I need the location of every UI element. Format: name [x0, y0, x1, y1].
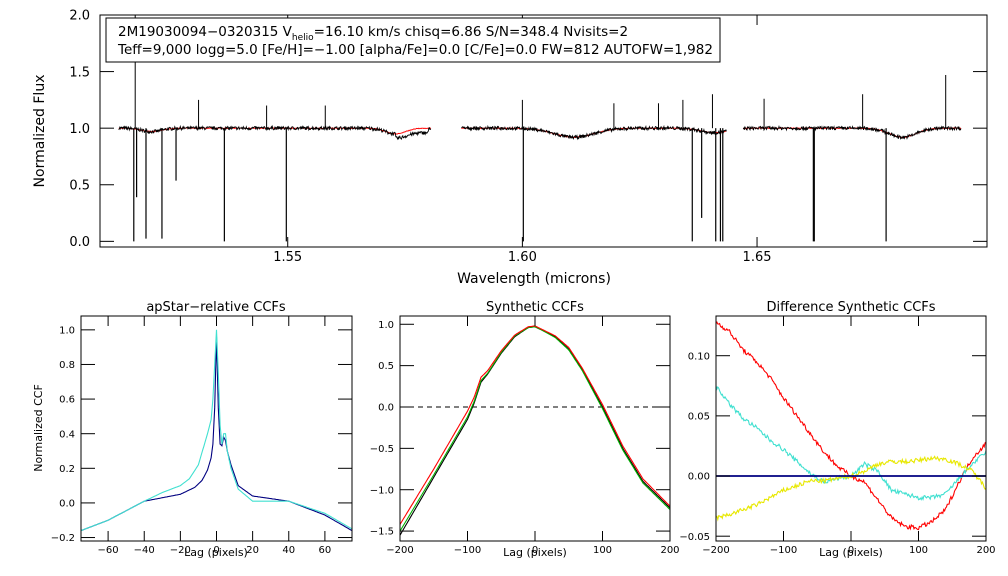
annotation-line1-prefix: 2M19030094−0320315 V — [118, 24, 293, 40]
synthetic_ccf-series-green — [399, 326, 671, 532]
spectrum-ytick-label-2: 1.0 — [69, 122, 90, 137]
difference-ccf-curves — [715, 321, 987, 531]
spectrum-ylabel: Normalized Flux — [32, 75, 48, 188]
spectrum-ytick-label-0: 0.0 — [69, 235, 90, 250]
difference_ccf-ytick-label-1: 0.00 — [688, 472, 710, 483]
difference_ccf-ytick-label-3: 0.10 — [688, 351, 710, 362]
apstar_ccf-xtick-label-5: 40 — [282, 545, 295, 556]
spectrum-xtick-label-2: 1.65 — [743, 250, 772, 265]
apstar_ccf-series-navy — [80, 336, 353, 532]
spectrum-plot-frame — [99, 14, 988, 248]
synthetic_ccf-series-black — [399, 326, 671, 536]
spectrum-ytick-label-3: 1.5 — [69, 65, 90, 80]
apstar_ccf-xtick-label-0: −60 — [98, 545, 119, 556]
synthetic_ccf-xtick-label-0: −200 — [386, 545, 413, 556]
synthetic_ccf-xtick-label-4: 200 — [660, 545, 679, 556]
synthetic_ccf-ytick-label-1: −1.0 — [370, 485, 394, 496]
synthetic-ccf-plot-frame — [399, 315, 671, 542]
difference_ccf-ytick-label-0: −0.05 — [679, 532, 710, 543]
spectrum-ytick-label-1: 0.5 — [69, 178, 90, 193]
spectrum-annotation-line2: Teff=9,000 logg=5.0 [Fe/H]=−1.00 [alpha/… — [117, 42, 713, 58]
synthetic_ccf-ytick-label-3: 0.0 — [378, 403, 394, 414]
synthetic_ccf-ytick-label-4: 0.5 — [378, 361, 394, 372]
spectrum-ticks: 1.55 1.60 1.65 0.0 0.5 1.0 1.5 2.0 — [69, 9, 987, 265]
spectrum-annotation-line1: 2M19030094−0320315 Vhelio=16.10 km/s chi… — [118, 24, 628, 43]
difference-ccf-title: Difference Synthetic CCFs — [766, 300, 935, 315]
annotation-line1-suffix: =16.10 km/s chisq=6.86 S/N=348.4 Nvisits… — [314, 24, 628, 40]
synthetic_ccf-series-red — [399, 325, 671, 525]
apstar_ccf-xtick-label-3: 0 — [213, 545, 219, 556]
difference_ccf-ytick-label-2: 0.05 — [688, 411, 710, 422]
synthetic_ccf-ytick-label-2: −0.5 — [370, 444, 394, 455]
annotation-line1-subscript: helio — [292, 33, 314, 43]
synthetic-ccf-xlabel: Lag (pixels) — [503, 546, 567, 559]
spectrum-observed-segment-1 — [461, 124, 727, 141]
apstar_ccf-xtick-label-1: −40 — [134, 545, 155, 556]
apstar-ccf-panel: apStar−relative CCFs −60 −40 −20 0 20 40 60 −0.… — [32, 300, 353, 559]
apstar_ccf-ytick-label-2: 0.2 — [59, 464, 75, 475]
apstar-ccf-ticks: −60 −40 −20 0 20 40 60 −0.2 0.0 0.2 0.4 0.6 0.8 1.0 — [51, 316, 352, 556]
synthetic-ccf-ticks: −200 −100 0 100 200 −1.5 −1.0 −0.5 0.0 0.5 1.0 — [370, 316, 680, 556]
spectrum-annotation-box — [105, 17, 721, 63]
apstar-ccf-title: apStar−relative CCFs — [146, 300, 286, 315]
spectrum-observed-segment-0 — [118, 124, 432, 141]
synthetic_ccf-ytick-label-5: 1.0 — [378, 320, 394, 331]
synthetic_ccf-ytick-label-0: −1.5 — [370, 527, 394, 538]
apstar-ccf-ylabel: Normalized CCF — [32, 384, 45, 472]
difference-ccf-panel: Difference Synthetic CCFs −200 −100 0 100 20… — [679, 300, 995, 559]
spectrum-xlabel: Wavelength (microns) — [457, 271, 611, 287]
apstar_ccf-xtick-label-4: 20 — [246, 545, 259, 556]
spectrum-xtick-label-1: 1.60 — [508, 250, 537, 265]
difference_ccf-xtick-label-2: 0 — [848, 545, 854, 556]
apstar_ccf-series-cyan — [80, 329, 353, 532]
spectrum-xtick-label-0: 1.55 — [273, 250, 302, 265]
difference-ccf-xlabel: Lag (pixels) — [819, 546, 883, 559]
synthetic-ccf-title: Synthetic CCFs — [486, 300, 584, 315]
synthetic-ccf-panel: Synthetic CCFs −200 −100 0 100 200 −1.5 −1.0 −0… — [370, 300, 680, 559]
apstar_ccf-xtick-label-6: 60 — [319, 545, 332, 556]
apstar_ccf-xtick-label-2: −20 — [170, 545, 191, 556]
difference_ccf-xtick-label-1: −100 — [770, 545, 797, 556]
difference_ccf-xtick-label-4: 200 — [976, 545, 995, 556]
difference_ccf-series-yellow — [715, 455, 987, 522]
synthetic_ccf-xtick-label-2: 0 — [532, 545, 538, 556]
difference-ccf-ticks: −200 −100 0 100 200 −0.05 0.00 0.05 0.10 — [679, 316, 996, 556]
spectrum-observed-segment-2 — [743, 124, 962, 141]
difference_ccf-xtick-label-3: 100 — [909, 545, 928, 556]
apstar_ccf-ytick-label-1: 0.0 — [59, 499, 75, 510]
synthetic_ccf-xtick-label-1: −100 — [454, 545, 481, 556]
spectrum-panel: 1.55 1.60 1.65 0.0 0.5 1.0 1.5 2.0 2M19030094−0… — [32, 9, 988, 287]
apstar_ccf-ytick-label-5: 0.8 — [59, 360, 75, 371]
synthetic_ccf-xtick-label-3: 100 — [593, 545, 612, 556]
difference_ccf-xtick-label-0: −200 — [702, 545, 729, 556]
apstar_ccf-ytick-label-4: 0.6 — [59, 395, 75, 406]
synthetic-ccf-curves — [399, 325, 671, 536]
apstar_ccf-ytick-label-6: 1.0 — [59, 325, 75, 336]
apstar-ccf-curves — [80, 329, 353, 532]
apstar_ccf-ytick-label-0: −0.2 — [51, 533, 75, 544]
spectrum-ytick-label-4: 2.0 — [69, 9, 90, 24]
apstar_ccf-ytick-label-3: 0.4 — [59, 429, 75, 440]
difference_ccf-series-cyan — [715, 385, 987, 501]
apstar-ccf-xlabel: Lag (pixels) — [184, 546, 248, 559]
